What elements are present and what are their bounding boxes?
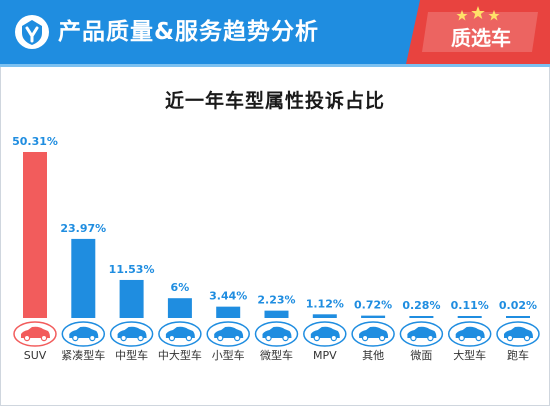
car-icon-0: [13, 321, 57, 347]
car-icon-5: [254, 321, 299, 347]
car-icon-7: [351, 321, 395, 347]
value-label-10: 0.02%: [499, 299, 537, 312]
car-icon-8: [399, 321, 444, 347]
car-icon-9: [447, 321, 492, 347]
category-label-5: 微型车: [260, 348, 293, 362]
brand-badge: 质选车: [406, 0, 550, 64]
category-label-6: MPV: [313, 349, 337, 362]
category-label-1: 紧凑型车: [61, 348, 105, 362]
category-label-10: 跑车: [507, 348, 529, 362]
bar-10: [506, 316, 530, 318]
category-label-2: 中型车: [115, 348, 148, 362]
badge-label: 质选车: [451, 26, 511, 50]
value-label-0: 50.31%: [12, 135, 58, 148]
header-stripe: [0, 64, 550, 67]
bar-2: [119, 279, 144, 318]
value-label-3: 6%: [171, 281, 190, 294]
badge-stars-icon: [456, 6, 500, 21]
bar-8: [409, 316, 434, 318]
car-icon-10: [496, 321, 540, 347]
bar-4: [216, 306, 241, 318]
category-label-3: 中大型车: [158, 348, 202, 362]
bar-5: [264, 310, 289, 318]
bar-1: [71, 238, 96, 318]
value-label-9: 0.11%: [451, 299, 489, 312]
bar-9: [457, 316, 482, 318]
value-label-4: 3.44%: [209, 290, 247, 303]
value-label-5: 2.23%: [257, 294, 295, 307]
category-label-4: 小型车: [212, 348, 245, 362]
car-icon-4: [206, 321, 250, 347]
bar-0: [23, 152, 47, 318]
category-label-0: SUV: [24, 349, 47, 362]
car-icon-3: [158, 321, 202, 347]
chart-title: 近一年车型属性投诉占比: [164, 90, 385, 112]
value-label-7: 0.72%: [354, 299, 392, 312]
car-icon-1: [61, 321, 106, 347]
value-label-2: 11.53%: [109, 263, 155, 276]
bar-7: [361, 315, 386, 318]
bar-6: [312, 314, 337, 318]
brand-logo-icon: [15, 15, 49, 49]
car-icon-6: [303, 321, 347, 347]
value-label-1: 23.97%: [60, 222, 106, 235]
value-label-6: 1.12%: [306, 297, 344, 310]
header-title: 产品质量&服务趋势分析: [58, 19, 320, 45]
category-label-9: 大型车: [453, 348, 486, 362]
value-label-8: 0.28%: [402, 299, 440, 312]
category-label-8: 微面: [410, 348, 432, 362]
bar-3: [167, 298, 192, 318]
car-icon-2: [109, 321, 154, 347]
category-label-7: 其他: [362, 349, 384, 362]
